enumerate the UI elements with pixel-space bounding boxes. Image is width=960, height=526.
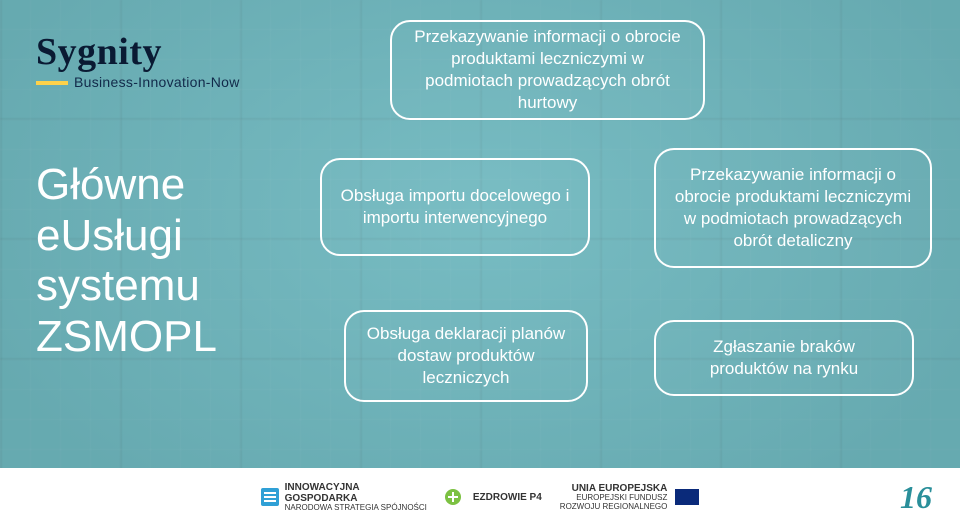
box-shortage-reporting: Zgłaszanie braków produktów na rynku: [654, 320, 914, 396]
page-number: 16: [900, 479, 932, 516]
footer-logo-ezdrowie: EZDROWIE P4: [445, 489, 542, 505]
brand-accent-dash: [36, 81, 68, 85]
box-supply-plans: Obsługa deklaracji planów dostaw produkt…: [344, 310, 588, 402]
brand-tagline-row: Business-Innovation-Now: [36, 74, 240, 92]
innowacyjna-line2: GOSPODARKA: [285, 493, 427, 504]
box-wholesale-trade-info: Przekazywanie informacji o obrocie produ…: [390, 20, 705, 120]
brand-logo: Sygnity Business-Innovation-Now: [36, 30, 240, 92]
footer-strip: INNOWACYJNA GOSPODARKA NARODOWA STRATEGI…: [0, 468, 960, 526]
innowacyjna-icon: [261, 488, 279, 506]
innowacyjna-text: INNOWACYJNA GOSPODARKA NARODOWA STRATEGI…: [285, 482, 427, 513]
innowacyjna-line3: NARODOWA STRATEGIA SPÓJNOŚCI: [285, 504, 427, 513]
plus-icon: [445, 489, 461, 505]
box-import-handling: Obsługa importu docelowego i importu int…: [320, 158, 590, 256]
eu-line3: ROZWOJU REGIONALNEGO: [560, 503, 668, 512]
brand-name: Sygnity: [36, 30, 240, 74]
footer-logo-eu: UNIA EUROPEJSKA EUROPEJSKI FUNDUSZ ROZWO…: [560, 483, 700, 512]
eu-text: UNIA EUROPEJSKA EUROPEJSKI FUNDUSZ ROZWO…: [560, 483, 668, 512]
box-retail-trade-info: Przekazywanie informacji o obrocie produ…: [654, 148, 932, 268]
slide-title: Główne eUsługi systemu ZSMOPL: [36, 160, 296, 362]
innowacyjna-line1: INNOWACYJNA: [285, 482, 427, 493]
ezdrowie-label: EZDROWIE P4: [473, 492, 542, 503]
brand-tagline: Business-Innovation-Now: [74, 74, 240, 90]
eu-flag-stars: ★ ★ ★: [675, 489, 699, 505]
slide: Sygnity Business-Innovation-Now Główne e…: [0, 0, 960, 526]
footer-logo-innowacyjna: INNOWACYJNA GOSPODARKA NARODOWA STRATEGI…: [261, 482, 427, 513]
eu-flag-icon: ★ ★ ★: [675, 489, 699, 505]
